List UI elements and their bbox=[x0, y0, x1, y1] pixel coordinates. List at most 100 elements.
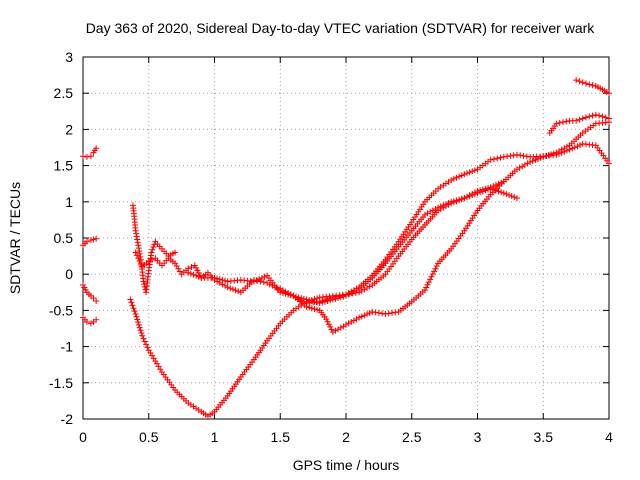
data-point bbox=[556, 148, 563, 155]
data-point bbox=[308, 305, 315, 312]
data-point bbox=[424, 210, 431, 217]
data-point bbox=[458, 196, 465, 203]
data-point bbox=[143, 341, 150, 348]
data-point bbox=[485, 185, 492, 192]
y-tick-label: 0.5 bbox=[54, 230, 74, 246]
data-point bbox=[606, 115, 612, 122]
data-point bbox=[490, 156, 497, 163]
data-point bbox=[498, 179, 505, 186]
data-point bbox=[133, 252, 140, 259]
series-arc-a-3 bbox=[80, 282, 100, 304]
data-point bbox=[337, 324, 344, 331]
data-point bbox=[432, 206, 439, 213]
grid-lines bbox=[83, 57, 609, 419]
data-point bbox=[277, 285, 284, 292]
data-point bbox=[504, 153, 511, 160]
x-tick-label: 1.5 bbox=[271, 429, 291, 445]
data-point bbox=[574, 143, 581, 150]
data-point bbox=[361, 286, 368, 293]
data-point bbox=[266, 281, 273, 288]
data-point bbox=[463, 170, 470, 177]
data-points bbox=[80, 77, 612, 420]
data-point bbox=[253, 277, 260, 284]
data-point bbox=[135, 242, 142, 249]
data-point bbox=[494, 155, 501, 162]
data-point bbox=[425, 279, 432, 286]
data-point bbox=[369, 308, 376, 315]
data-point bbox=[435, 207, 442, 214]
series-late-high-arc bbox=[546, 111, 612, 137]
data-point bbox=[188, 263, 195, 270]
data-point bbox=[450, 199, 457, 206]
data-point bbox=[606, 160, 612, 167]
y-axis-label: SDTVAR / TECUs bbox=[7, 182, 23, 294]
data-point bbox=[366, 283, 373, 290]
data-point bbox=[382, 311, 389, 318]
series-top-arc bbox=[573, 77, 612, 97]
data-point bbox=[469, 168, 476, 175]
data-point bbox=[577, 142, 584, 149]
data-point bbox=[471, 189, 478, 196]
data-point bbox=[527, 158, 534, 165]
data-point bbox=[537, 154, 544, 161]
data-point bbox=[563, 143, 570, 150]
data-point bbox=[507, 152, 514, 159]
data-point bbox=[133, 313, 140, 320]
series-arc-a-4 bbox=[80, 314, 100, 327]
data-point bbox=[450, 175, 457, 182]
data-point bbox=[137, 327, 144, 334]
data-point bbox=[423, 284, 430, 291]
data-point bbox=[219, 276, 226, 283]
data-point bbox=[137, 253, 144, 260]
y-tick-label: 3 bbox=[65, 49, 73, 65]
data-point bbox=[519, 163, 526, 170]
data-point bbox=[495, 188, 502, 195]
data-point bbox=[353, 316, 360, 323]
data-point bbox=[445, 201, 452, 208]
data-point bbox=[589, 112, 596, 119]
series-spike-arc bbox=[129, 202, 179, 296]
axis-ticks: 0 0.5 1 1.5 2 2.5 3 3.5 4 -2 -1.5 -1 -0.5 0 0.5 1 1.5 2 2.… bbox=[49, 49, 613, 445]
data-point bbox=[325, 321, 332, 328]
data-point bbox=[329, 294, 336, 301]
data-point bbox=[232, 287, 239, 294]
data-point bbox=[324, 318, 331, 325]
data-point bbox=[510, 152, 517, 159]
data-point bbox=[500, 178, 507, 185]
data-point bbox=[83, 318, 90, 325]
data-point bbox=[136, 250, 143, 257]
data-point bbox=[140, 278, 147, 285]
x-tick-label: 1 bbox=[211, 429, 219, 445]
data-point bbox=[216, 276, 223, 283]
data-point bbox=[260, 279, 267, 286]
data-point bbox=[329, 329, 336, 336]
data-point bbox=[93, 235, 100, 242]
data-point bbox=[558, 146, 565, 153]
data-point bbox=[456, 173, 463, 180]
data-point bbox=[576, 78, 583, 85]
data-point bbox=[553, 120, 560, 127]
data-point bbox=[582, 80, 589, 87]
data-point bbox=[187, 270, 194, 277]
data-point bbox=[314, 306, 321, 313]
data-point bbox=[503, 191, 510, 198]
data-point bbox=[506, 192, 513, 199]
data-point bbox=[466, 192, 473, 199]
x-tick-label: 2 bbox=[342, 429, 350, 445]
x-tick-label: 3.5 bbox=[534, 429, 554, 445]
data-point bbox=[375, 309, 382, 316]
data-point bbox=[340, 323, 347, 330]
data-point bbox=[427, 208, 434, 215]
data-point bbox=[524, 160, 531, 167]
data-point bbox=[352, 289, 359, 296]
data-point bbox=[563, 118, 570, 125]
data-point bbox=[148, 249, 155, 256]
data-point bbox=[592, 111, 599, 118]
data-point bbox=[392, 309, 399, 316]
data-point bbox=[433, 263, 440, 270]
data-point bbox=[222, 277, 229, 284]
data-point bbox=[424, 281, 431, 288]
data-point bbox=[87, 153, 94, 160]
data-point bbox=[490, 183, 497, 190]
